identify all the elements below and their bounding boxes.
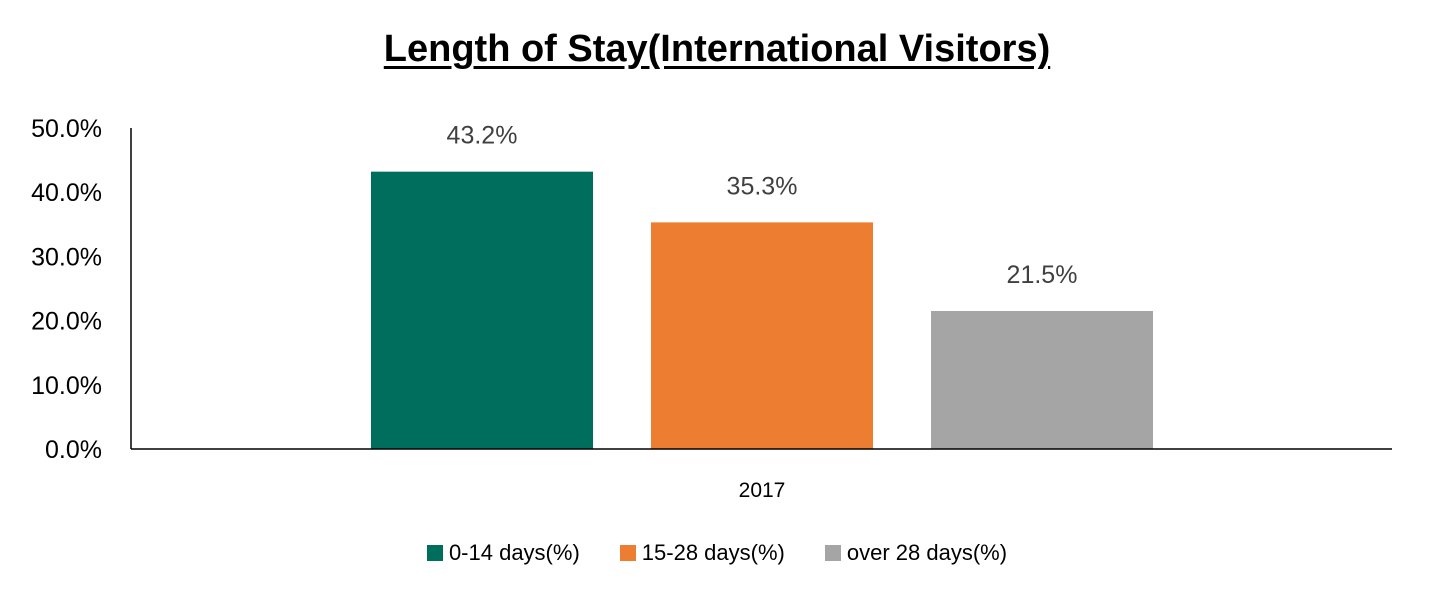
y-tick-label: 40.0% — [31, 179, 102, 207]
y-axis-ticks: 0.0% 10.0% 20.0% 30.0% 40.0% 50.0% — [31, 115, 102, 464]
bar-0 — [371, 171, 593, 449]
legend-swatch — [824, 545, 841, 561]
y-tick-label: 0.0% — [45, 436, 102, 464]
bar-2 — [931, 310, 1153, 449]
x-category-label: 2017 — [739, 479, 786, 502]
bars — [371, 171, 1153, 449]
legend-item-0-14-days: 0-14 days(%) — [426, 540, 580, 566]
data-label-1: 35.3% — [727, 172, 798, 200]
y-tick-label: 10.0% — [31, 372, 102, 400]
data-label-0: 43.2% — [447, 122, 518, 150]
data-labels: 43.2% 35.3% 21.5% — [447, 122, 1078, 289]
y-tick-label: 50.0% — [31, 115, 102, 143]
legend-label: 15-28 days(%) — [641, 540, 785, 565]
chart-title: Length of Stay(International Visitors) — [383, 28, 1051, 70]
legend-swatch — [619, 545, 636, 561]
legend-label: over 28 days(%) — [846, 540, 1008, 565]
legend-swatch — [426, 545, 443, 561]
y-tick-label: 20.0% — [31, 308, 102, 336]
bar-1 — [651, 222, 873, 449]
y-tick-label: 30.0% — [31, 243, 102, 271]
legend-item-over-28-days: over 28 days(%) — [824, 540, 1008, 566]
legend-item-15-28-days: 15-28 days(%) — [619, 540, 785, 566]
legend: 0-14 days(%) 15-28 days(%) over 28 days(… — [0, 540, 1434, 566]
legend-label: 0-14 days(%) — [448, 540, 580, 565]
data-label-2: 21.5% — [1007, 261, 1078, 289]
